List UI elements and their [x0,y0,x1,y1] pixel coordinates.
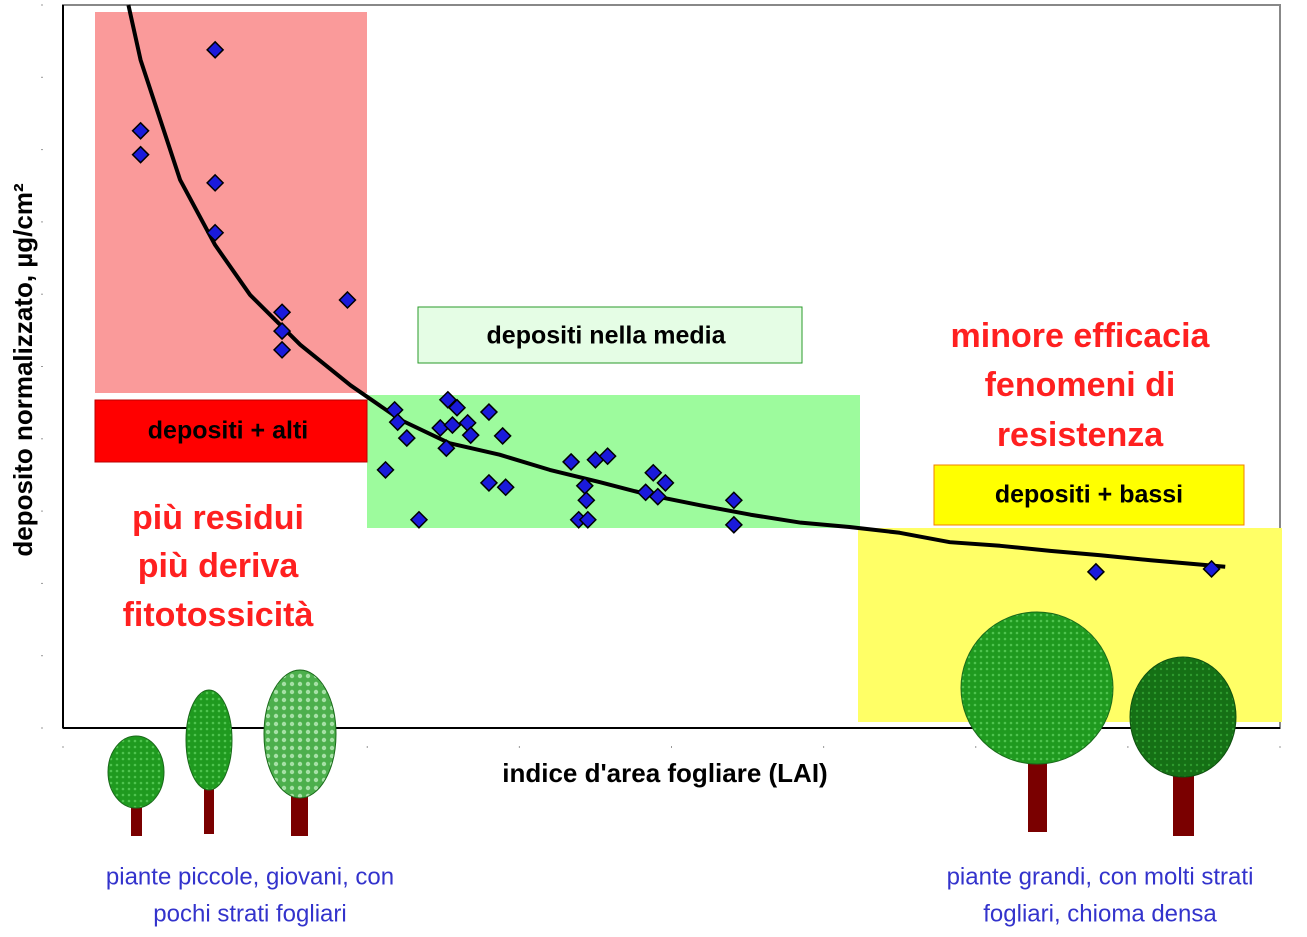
y-axis-label: deposito normalizzato, µg/cm² [8,183,38,557]
low-label: depositi + bassi [995,481,1183,509]
left-note: più residui [132,499,304,537]
right-note: fenomeni di [985,366,1176,404]
left-note: fitotossicità [123,596,314,634]
right-note: minore efficacia [951,317,1211,355]
high-label: depositi + alti [148,417,308,445]
medium-label: depositi nella media [487,322,727,350]
caption: pochi strati fogliari [153,900,346,927]
medium-zone [367,395,860,528]
high-zone [95,12,367,393]
page: {"chart_data": { "type": "scatter", "y_l… [0,0,1307,932]
x-axis-label: indice d'area fogliare (LAI) [502,758,827,788]
caption: piante piccole, giovani, con [106,863,394,890]
chart: depositi + alti depositi nella media dep… [0,0,1307,932]
right-note: resistenza [997,416,1164,454]
caption: piante grandi, con molti strati [947,863,1254,890]
caption: fogliari, chioma densa [983,900,1217,927]
left-note: più deriva [138,547,300,585]
